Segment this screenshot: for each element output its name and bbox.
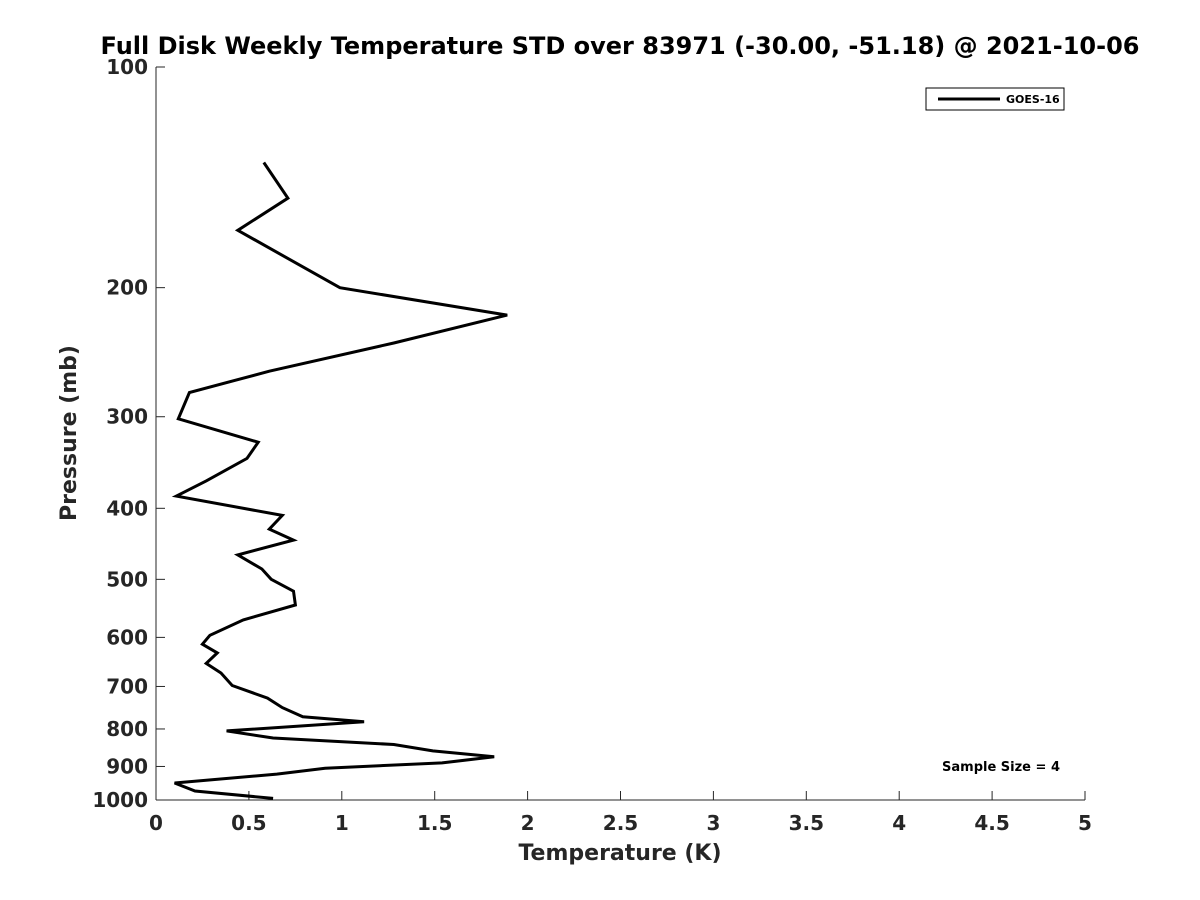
x-tick-label: 1 xyxy=(335,811,349,835)
y-tick-label: 100 xyxy=(106,55,148,79)
x-tick-label: 0.5 xyxy=(231,811,266,835)
x-tick-label: 4.5 xyxy=(974,811,1009,835)
y-tick-label: 500 xyxy=(106,567,148,591)
y-tick-label: 800 xyxy=(106,717,148,741)
y-tick-label: 1000 xyxy=(92,788,148,812)
x-tick-label: 2 xyxy=(521,811,535,835)
y-ticks: 100 200 300 400 500 600 700 800 900 1000 xyxy=(92,55,165,812)
x-tick-label: 1.5 xyxy=(417,811,452,835)
x-ticks: 0 0.5 1 1.5 2 2.5 3 3.5 4 4.5 5 xyxy=(149,791,1092,835)
x-tick-label: 0 xyxy=(149,811,163,835)
sample-size-annotation: Sample Size = 4 xyxy=(942,760,1060,775)
plot-series xyxy=(171,161,508,800)
x-tick-label: 4 xyxy=(892,811,906,835)
y-tick-label: 900 xyxy=(106,754,148,778)
x-tick-label: 2.5 xyxy=(603,811,638,835)
y-tick-label: 700 xyxy=(106,674,148,698)
x-axis-label: Temperature (K) xyxy=(518,841,721,866)
y-tick-label: 400 xyxy=(106,496,148,520)
y-axis-label: Pressure (mb) xyxy=(57,345,82,521)
y-tick-label: 300 xyxy=(106,405,148,429)
y-tick-label: 600 xyxy=(106,625,148,649)
axes: 0 0.5 1 1.5 2 2.5 3 3.5 4 4.5 5 100 200 300 400 500 600… xyxy=(92,55,1092,835)
x-tick-label: 5 xyxy=(1078,811,1092,835)
y-tick-label: 200 xyxy=(106,276,148,300)
series-line-goes-16 xyxy=(171,161,508,800)
legend: GOES-16 xyxy=(925,87,1065,111)
chart-title: Full Disk Weekly Temperature STD over 83… xyxy=(101,32,1140,60)
x-tick-label: 3 xyxy=(706,811,720,835)
legend-label-goes-16: GOES-16 xyxy=(1006,93,1060,106)
x-tick-label: 3.5 xyxy=(789,811,824,835)
